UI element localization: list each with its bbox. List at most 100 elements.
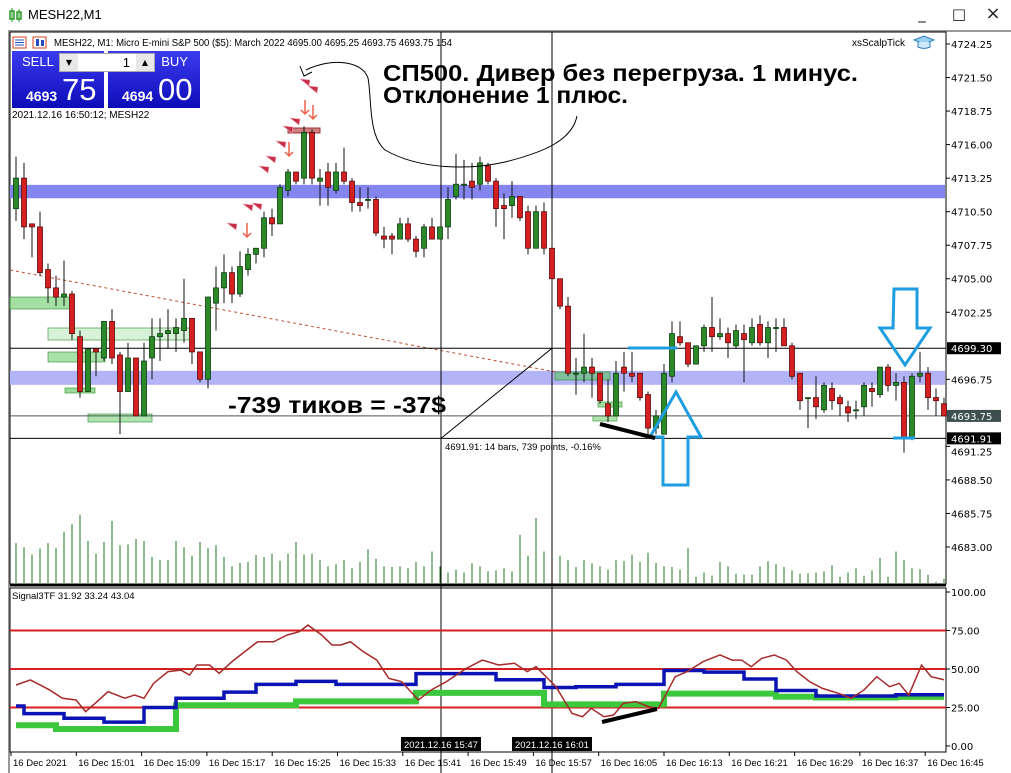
list-icon[interactable] xyxy=(12,36,27,49)
crosshair-time-text: 2021.12.16 15:47 xyxy=(404,740,478,751)
support-resistance-zone xyxy=(10,184,945,199)
sell-signal-arrow-icon xyxy=(298,78,311,87)
time-tick-label: 16 Dec 16:21 xyxy=(731,758,788,769)
bullish-candle-body xyxy=(301,132,307,179)
one-click-trade-panel: SELL 4693 75 BUY 4694 00 ▼ 1 ▲ xyxy=(12,51,202,109)
maximize-button[interactable]: □ xyxy=(951,5,967,23)
time-tick-label: 16 Dec 16:29 xyxy=(797,758,854,769)
close-button[interactable]: × xyxy=(985,3,1001,24)
bearish-candle-body xyxy=(293,171,299,182)
candle xyxy=(861,382,867,416)
bearish-candle-body xyxy=(525,211,531,249)
candle xyxy=(941,397,947,417)
bearish-candle-body xyxy=(229,272,235,295)
bullish-candle-body xyxy=(165,330,171,335)
candle xyxy=(429,217,435,240)
candle xyxy=(101,321,107,362)
candle xyxy=(173,318,179,352)
candle xyxy=(413,236,419,258)
indicator-tick-label: 25.00 xyxy=(951,704,980,715)
bearish-candle-body xyxy=(133,357,139,417)
bearish-candle-body xyxy=(485,165,491,182)
candle xyxy=(309,129,315,185)
bullish-candle-body xyxy=(261,217,267,249)
bullish-candle-body xyxy=(533,211,539,249)
lot-decrease-button[interactable]: ▼ xyxy=(60,54,78,71)
candle xyxy=(757,315,763,346)
main-plot-area[interactable] xyxy=(9,31,947,585)
bullish-candle-body xyxy=(717,333,723,338)
sell-signal-arrow-icon xyxy=(225,222,238,231)
bearish-candle-body xyxy=(685,342,691,365)
bearish-candle-body xyxy=(189,317,195,353)
lot-increase-button[interactable]: ▲ xyxy=(136,54,154,71)
bearish-candle-body xyxy=(77,336,83,392)
bullish-candle-body xyxy=(421,226,427,249)
price-tick-label: 4685.75 xyxy=(951,509,992,520)
bearish-candle-body xyxy=(549,247,555,280)
candle xyxy=(437,226,443,240)
bullish-candle-body xyxy=(437,226,443,240)
bullish-candle-body xyxy=(877,366,883,395)
price-tick-label: 4688.50 xyxy=(951,476,992,487)
chart-frame-left xyxy=(8,31,10,773)
bullish-candle-body xyxy=(861,385,867,408)
chart-frame-top xyxy=(8,30,1011,32)
zones-layer xyxy=(10,184,945,385)
candle xyxy=(877,366,883,398)
hand-drawn-arrow-curve xyxy=(305,61,578,168)
bullish-candle-body xyxy=(669,333,675,377)
candle xyxy=(557,278,563,310)
candle xyxy=(469,162,475,200)
bullish-candle-body xyxy=(173,327,179,335)
candle xyxy=(549,239,555,307)
bullish-candle-body xyxy=(237,266,243,295)
candle xyxy=(797,372,803,410)
bearish-candle-body xyxy=(21,177,27,228)
indicator-tick-label: 75.00 xyxy=(951,627,980,638)
lot-value[interactable]: 1 xyxy=(122,55,130,70)
bearish-candle-body xyxy=(117,354,123,392)
lot-size-input[interactable]: ▼ 1 ▲ xyxy=(59,53,155,72)
bearish-candle-body xyxy=(637,372,643,399)
candle xyxy=(21,162,27,240)
minimize-button[interactable]: _ xyxy=(918,5,926,23)
bearish-candle-body xyxy=(869,388,875,392)
candle xyxy=(261,211,267,258)
candle xyxy=(749,318,755,346)
candle xyxy=(301,126,307,185)
price-tick-label: 4702.25 xyxy=(951,308,992,319)
sell-price-pips: 75 xyxy=(62,72,97,107)
candle xyxy=(133,357,139,417)
indicator-tick-label: 50.00 xyxy=(951,665,980,676)
bullish-candle-body xyxy=(245,253,251,270)
candle xyxy=(605,379,611,423)
candle xyxy=(421,223,427,258)
annotations-layer: СП500. Дивер без перегруза. 1 минус.Откл… xyxy=(228,60,933,724)
price-tick-label: 4721.50 xyxy=(951,74,992,85)
candle xyxy=(525,205,531,255)
blue-down-arrow-icon xyxy=(877,287,933,368)
sell-signal-arrow-icon xyxy=(306,85,319,94)
bullish-candle-body xyxy=(909,375,915,438)
candlestick-app-icon xyxy=(9,8,22,22)
bearish-candle-body xyxy=(797,372,803,402)
signal-markers-layer xyxy=(225,78,319,239)
bearish-candle-body xyxy=(845,406,851,414)
candle xyxy=(125,342,131,392)
volume-layer xyxy=(15,514,945,583)
indicator-mid-line xyxy=(16,668,944,724)
chart-icon[interactable] xyxy=(32,36,47,49)
bullish-candle-body xyxy=(805,397,811,400)
price-tick-label: 4691.25 xyxy=(951,447,992,458)
candle xyxy=(581,333,587,383)
candle xyxy=(701,324,707,352)
bullish-candle-body xyxy=(581,366,587,374)
bearish-candle-body xyxy=(933,397,939,402)
annotation-title-line2: Отклонение 1 плюс. xyxy=(383,82,628,108)
time-tick-label: 16 Dec 15:57 xyxy=(535,758,592,769)
price-tick-label: 4683.00 xyxy=(951,543,992,554)
candle xyxy=(541,202,547,255)
bearish-candle-body xyxy=(645,394,651,429)
